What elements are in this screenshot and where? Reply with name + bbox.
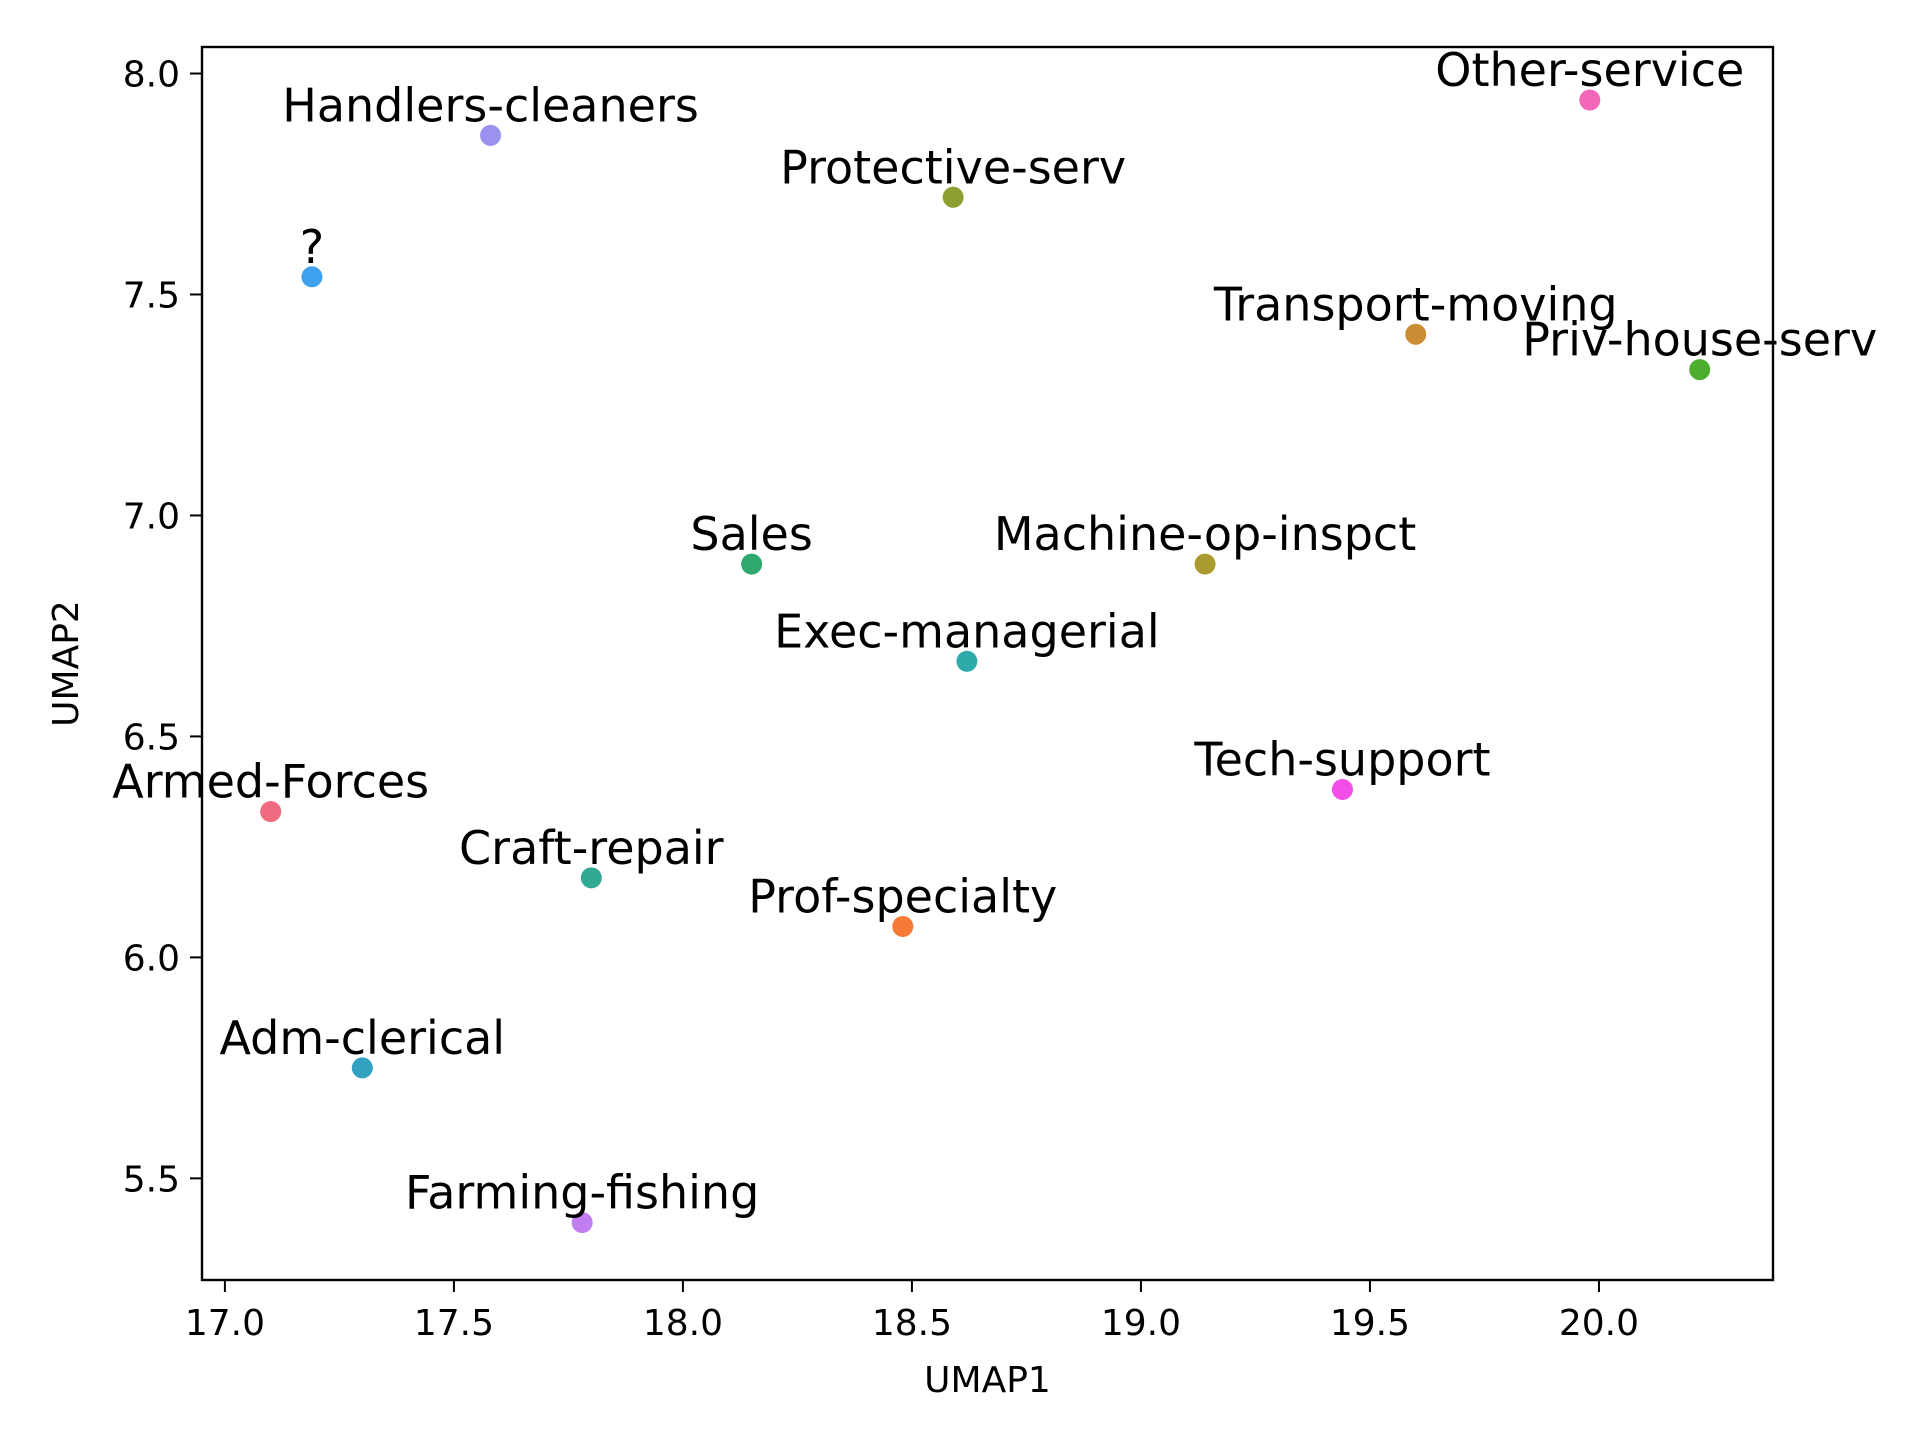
data-point — [351, 1057, 373, 1079]
point-label: Craft-repair — [459, 821, 724, 875]
data-point — [1405, 323, 1427, 345]
data-point — [956, 650, 978, 672]
point-label: Machine-op-inspct — [994, 507, 1416, 561]
y-tick-label: 8.0 — [123, 55, 180, 96]
x-tick-label: 20.0 — [1559, 1303, 1639, 1344]
point-label: Adm-clerical — [220, 1011, 506, 1065]
point-labels-layer: Handlers-cleaners? Protective-serv Other-s… — [112, 43, 1877, 1220]
point-label: Priv-house-serv — [1522, 313, 1877, 367]
x-tick-label: 17.5 — [414, 1303, 494, 1344]
point-label: Prof-specialty — [748, 869, 1057, 923]
point-label: Other-service — [1435, 43, 1744, 97]
point-label: Exec-managerial — [774, 604, 1160, 658]
x-tick-label: 18.5 — [872, 1303, 952, 1344]
data-point — [1331, 778, 1353, 800]
point-label: Transport-moving — [1213, 277, 1618, 331]
point-label: Farming-fishing — [405, 1166, 759, 1220]
data-point — [741, 553, 763, 575]
y-tick-label: 6.5 — [123, 717, 180, 758]
x-axis-ticks: 17.0 17.5 18.0 18.5 19.0 19.5 20.0 — [185, 1280, 1639, 1344]
data-point — [580, 867, 602, 889]
data-point — [1194, 553, 1216, 575]
y-tick-label: 7.0 — [123, 496, 180, 537]
point-label: Sales — [690, 507, 812, 561]
point-label: Armed-Forces — [112, 755, 429, 809]
data-point — [260, 801, 282, 823]
y-axis-ticks: 5.5 6.0 6.5 7.0 7.5 8.0 — [123, 55, 202, 1200]
point-label: Tech-support — [1193, 732, 1490, 786]
data-point — [942, 186, 964, 208]
x-tick-label: 19.5 — [1330, 1303, 1410, 1344]
data-point — [1689, 359, 1711, 381]
x-tick-label: 17.0 — [185, 1303, 265, 1344]
point-label: Protective-serv — [780, 140, 1126, 194]
plot-frame — [200, 45, 1775, 1282]
x-axis-label: UMAP1 — [924, 1360, 1051, 1401]
y-tick-label: 6.0 — [123, 938, 180, 979]
y-axis-label: UMAP2 — [46, 600, 87, 727]
data-point — [1579, 89, 1601, 111]
data-point — [480, 124, 502, 146]
x-tick-label: 18.0 — [643, 1303, 723, 1344]
data-point — [571, 1212, 593, 1234]
points-layer — [260, 89, 1711, 1234]
y-tick-label: 7.5 — [123, 275, 180, 316]
data-point — [892, 915, 914, 937]
point-label: Handlers-cleaners — [282, 78, 699, 132]
y-tick-label: 5.5 — [123, 1159, 180, 1200]
x-tick-label: 19.0 — [1101, 1303, 1181, 1344]
data-point — [301, 266, 323, 288]
point-label: ? — [300, 220, 324, 274]
